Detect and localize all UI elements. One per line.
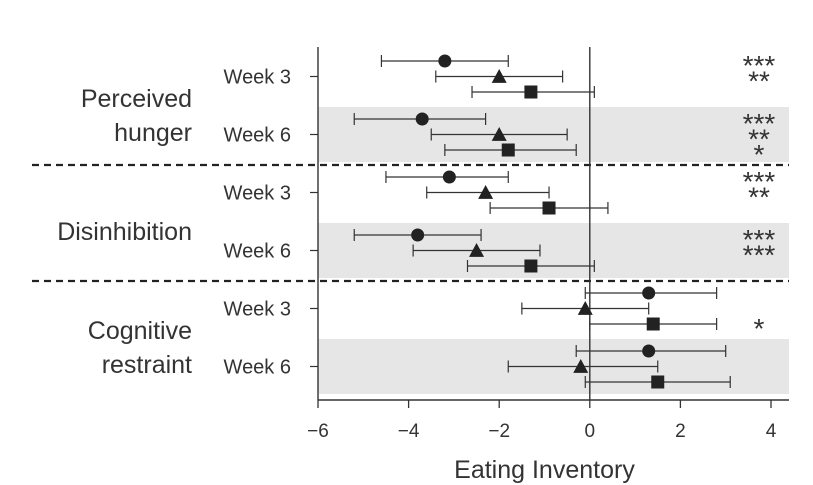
x-tick-label: −2: [488, 421, 510, 442]
point-square: [524, 85, 538, 99]
significance-stars: ***: [743, 50, 776, 81]
point-square: [524, 259, 538, 273]
group-label: Cognitive: [88, 317, 192, 345]
point-circle: [642, 344, 656, 358]
group-label: hunger: [114, 119, 192, 147]
point-markers: [411, 54, 665, 389]
x-tick-label: −4: [398, 421, 420, 442]
point-square: [542, 201, 556, 215]
x-axis: [32, 47, 789, 408]
significance-stars: **: [748, 182, 770, 213]
point-triangle: [491, 69, 507, 83]
significance-stars: ***: [743, 240, 776, 271]
point-triangle: [577, 301, 593, 315]
significance-stars: ***: [743, 224, 776, 255]
x-tick-label: 2: [675, 421, 686, 442]
point-triangle: [491, 127, 507, 141]
week-label: Week 3: [224, 183, 291, 205]
x-tick-label: 4: [766, 421, 777, 442]
point-circle: [642, 286, 656, 300]
week-label: Week 6: [224, 125, 291, 147]
x-tick-label: 0: [585, 421, 596, 442]
week-label: Week 6: [224, 241, 291, 263]
group-label: Perceived: [81, 85, 192, 113]
point-circle: [411, 228, 425, 242]
x-tick-label: −6: [307, 421, 329, 442]
point-square: [651, 375, 665, 389]
point-triangle: [469, 243, 485, 257]
point-triangle: [573, 359, 589, 373]
point-circle: [415, 112, 429, 126]
point-square: [646, 317, 660, 331]
significance-stars: ***: [743, 166, 776, 197]
group-label: restraint: [102, 351, 192, 379]
significance-stars: **: [748, 66, 770, 97]
week-label: Week 3: [224, 299, 291, 321]
week-label: Week 3: [224, 67, 291, 89]
significance-stars: *: [754, 313, 765, 344]
point-triangle: [478, 185, 494, 199]
significance-stars: *: [754, 139, 765, 170]
group-label: Disinhibition: [57, 218, 192, 246]
point-square: [501, 143, 515, 157]
labels: Week 3 *****Week 6 ******PerceivedhungerWe…: [57, 50, 777, 484]
shaded-bands: [318, 107, 789, 394]
week-label: Week 6: [224, 357, 291, 379]
x-axis-title: Eating Inventory: [454, 456, 635, 484]
point-circle: [438, 54, 452, 68]
shaded-band: [318, 223, 789, 278]
point-circle: [442, 170, 456, 184]
significance-stars: **: [748, 124, 770, 155]
error-bars: [353, 55, 731, 388]
significance-stars: ***: [743, 108, 776, 139]
